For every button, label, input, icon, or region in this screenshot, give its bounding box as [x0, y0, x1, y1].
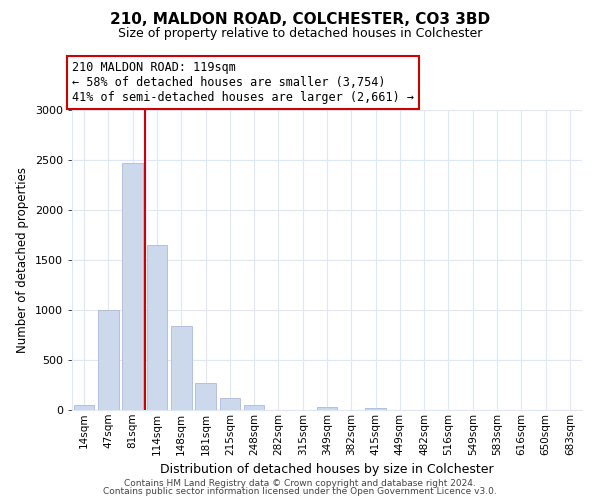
Bar [74, 404, 94, 410]
Text: Contains HM Land Registry data © Crown copyright and database right 2024.: Contains HM Land Registry data © Crown c… [124, 478, 476, 488]
Bar [220, 398, 240, 410]
Bar [98, 310, 119, 410]
Bar [195, 383, 216, 410]
Bar [365, 408, 386, 410]
Y-axis label: Number of detached properties: Number of detached properties [16, 167, 29, 353]
Text: 210 MALDON ROAD: 119sqm
← 58% of detached houses are smaller (3,754)
41% of semi: 210 MALDON ROAD: 119sqm ← 58% of detache… [72, 61, 414, 104]
X-axis label: Distribution of detached houses by size in Colchester: Distribution of detached houses by size … [160, 463, 494, 476]
Bar [122, 163, 143, 410]
Bar [171, 326, 191, 410]
Text: 210, MALDON ROAD, COLCHESTER, CO3 3BD: 210, MALDON ROAD, COLCHESTER, CO3 3BD [110, 12, 490, 28]
Bar [146, 245, 167, 410]
Bar [317, 406, 337, 410]
Text: Contains public sector information licensed under the Open Government Licence v3: Contains public sector information licen… [103, 487, 497, 496]
Text: Size of property relative to detached houses in Colchester: Size of property relative to detached ho… [118, 28, 482, 40]
Bar [244, 404, 265, 410]
